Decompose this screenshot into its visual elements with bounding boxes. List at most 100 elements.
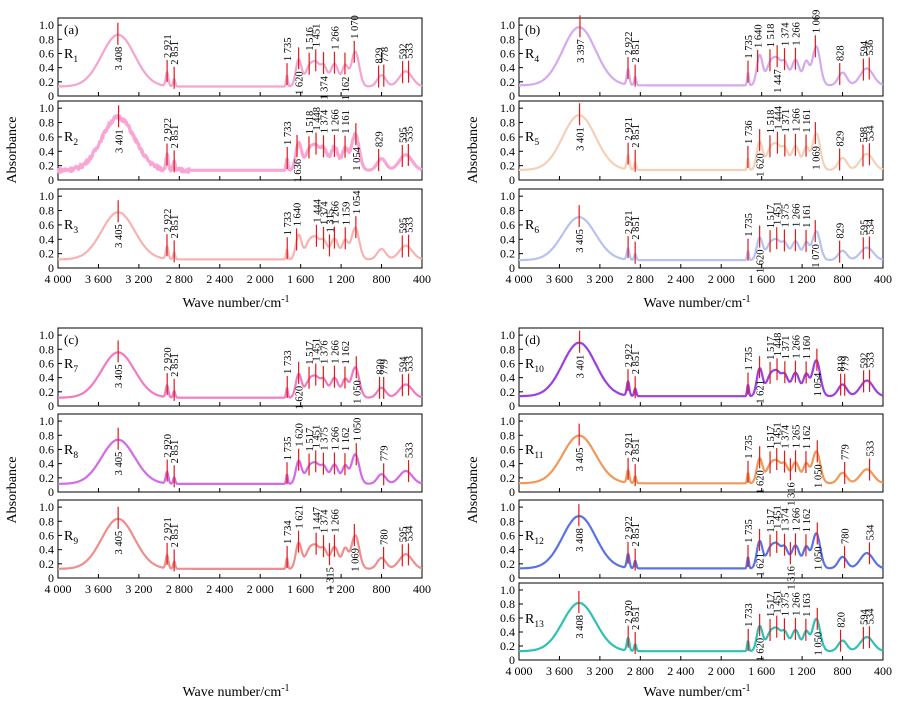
x-tick-label: 3 200 [125, 582, 152, 596]
peak-label: 592 [399, 43, 410, 59]
spectrum-line [57, 33, 423, 88]
peak-label: 594 [859, 608, 870, 625]
peak-label: 3 401 [576, 355, 587, 379]
x-tick-label: 2 000 [247, 582, 274, 596]
x-tick-label: 4 000 [45, 582, 72, 596]
y-tick-label: 0 [48, 173, 54, 187]
peak-label: 1 050 [813, 632, 824, 656]
peak-label: 1 161 [341, 110, 352, 134]
plot-frame [518, 188, 884, 269]
x-tick-label: 800 [834, 664, 852, 678]
y-tick-label: 1.0 [39, 18, 54, 32]
x-tick-label: 800 [373, 272, 391, 286]
x-tick-label: 3 200 [125, 272, 152, 286]
peak-label: 779 [841, 444, 852, 460]
x-tick-label: 2 400 [667, 664, 694, 678]
peak-label: 778 [380, 47, 391, 63]
y-tick-label: 0.6 [39, 46, 54, 60]
ylabel-top-right: Absorbance [466, 117, 481, 184]
peak-label: 533 [405, 442, 416, 458]
spectrum-line [518, 515, 884, 570]
peak-label: 534 [865, 524, 876, 541]
series-label-letter: R [525, 443, 535, 458]
peak-label: 533 [866, 352, 877, 368]
peak-label: 594 [398, 356, 409, 373]
xlabel-bottom-left: Wave number/cm-1 [182, 683, 289, 700]
peak-label: 2 921 [624, 117, 635, 141]
y-tick-label: 0.2 [500, 75, 515, 89]
peak-label: 1 735 [283, 437, 294, 461]
peak-label: 536 [865, 40, 876, 56]
peak-label: 1 620 [295, 71, 306, 95]
x-tick-label: 800 [373, 582, 391, 596]
peak-label: 1 160 [802, 336, 813, 360]
y-tick-label: 0 [509, 571, 515, 585]
peak-label: 1 636 [293, 159, 304, 183]
y-tick-label: 1.0 [500, 328, 515, 342]
peak-label: 1 735 [283, 38, 294, 62]
peak-label: 1 735 [744, 435, 755, 459]
y-tick-label: 0.6 [39, 442, 54, 456]
peak-label: 780 [380, 529, 391, 545]
series-label-letter: R [64, 218, 74, 233]
peak-label: 1 162 [341, 428, 352, 452]
y-tick-label: 0.6 [500, 528, 515, 542]
peak-label: 1 451 [773, 505, 784, 529]
peak-label: 1 050 [813, 546, 824, 570]
peak-label: 1 161 [802, 204, 813, 228]
y-tick-label: 0.6 [39, 130, 54, 144]
x-tick-label: 400 [413, 272, 431, 286]
peak-label: 1 265 [792, 425, 803, 449]
peak-label: 1 736 [744, 120, 755, 144]
peak-label: 1 069 [350, 548, 361, 572]
peak-label: 1 517 [766, 509, 777, 533]
peak-label: 1 735 [744, 213, 755, 237]
peak-label: 1 050 [813, 464, 824, 488]
y-tick-label: 0.8 [500, 597, 515, 611]
peak-label: 2 851 [170, 440, 181, 464]
peak-label: 2 921 [163, 34, 174, 58]
peak-label: 3 408 [114, 47, 125, 71]
y-tick-label: 0 [48, 485, 54, 499]
peak-label: 533 [405, 356, 416, 372]
series-label-index: 6 [534, 226, 539, 236]
y-tick-label: 0.4 [39, 144, 54, 158]
peak-label: 1 161 [802, 109, 813, 133]
x-tick-label: 2 000 [708, 272, 735, 286]
y-tick-label: 0 [509, 173, 515, 187]
peak-label: 1 266 [791, 204, 802, 228]
y-tick-label: 0.6 [500, 356, 515, 370]
series-label-index: 7 [73, 365, 78, 375]
y-tick-label: 0.2 [500, 247, 515, 261]
y-tick-label: 0 [48, 571, 54, 585]
x-tick-label: 1 200 [328, 272, 355, 286]
y-tick-label: 0 [48, 89, 54, 103]
y-tick-label: 0.4 [500, 457, 515, 471]
x-tick-label: 1 200 [789, 664, 816, 678]
series-label-index: 11 [534, 451, 543, 461]
y-tick-label: 0.6 [500, 46, 515, 60]
y-tick-label: 0.6 [500, 218, 515, 232]
peak-label: 2 851 [170, 353, 181, 377]
peak-label: 534 [865, 608, 876, 625]
peak-label: 1 517 [766, 593, 777, 617]
y-tick-label: 0.4 [500, 144, 515, 158]
peak-label: 1 374 [320, 109, 331, 133]
y-tick-label: 0.2 [39, 385, 54, 399]
peak-label: 1 448 [773, 333, 784, 357]
y-tick-label: 0.8 [500, 116, 515, 130]
peak-label: 2 922 [624, 31, 635, 55]
peak-label: 595 [398, 127, 409, 143]
series-label: R3 [64, 218, 78, 236]
series-label: R2 [64, 130, 78, 148]
plot-frame [57, 413, 423, 493]
y-tick-label: 0.8 [39, 428, 54, 442]
peak-label: 2 851 [170, 524, 181, 548]
peak-label: 1 069 [811, 146, 822, 170]
y-tick-label: 0.8 [500, 32, 515, 46]
series-label: R13 [525, 612, 544, 630]
peak-label: 1 621 [756, 380, 767, 404]
peak-label: 1 621 [295, 505, 306, 529]
